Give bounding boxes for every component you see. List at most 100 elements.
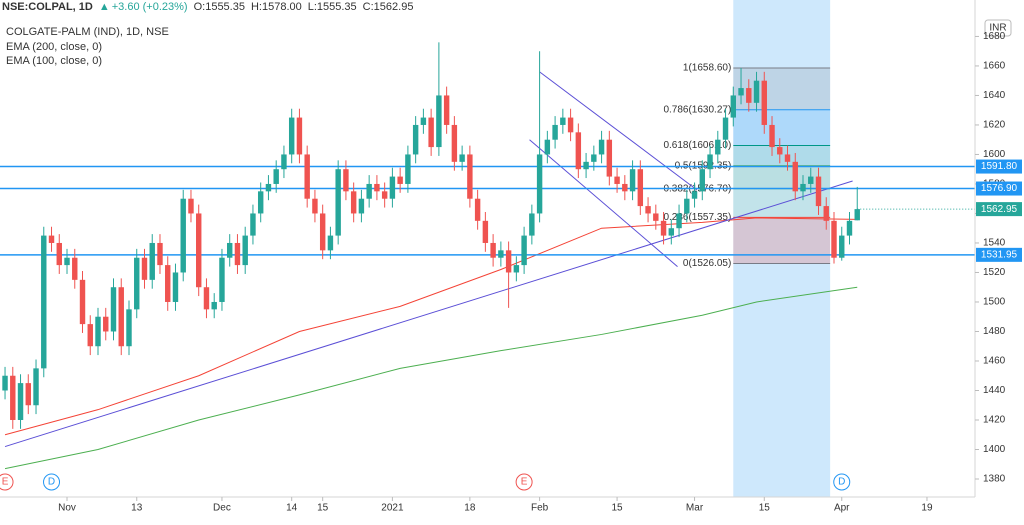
candle-body	[637, 169, 644, 207]
candle-body	[219, 257, 225, 302]
x-tick-label: Feb	[531, 503, 549, 514]
x-tick-label: 13	[131, 503, 143, 514]
candle-body	[808, 176, 814, 184]
candle-body	[226, 242, 233, 258]
candle-body	[598, 139, 605, 155]
candle-body	[707, 154, 713, 170]
candle-body	[412, 124, 419, 155]
x-tick-label: 14	[286, 503, 298, 514]
candle-body	[319, 213, 326, 251]
candle-body	[343, 169, 349, 192]
candle-body	[126, 309, 132, 347]
y-tick-label: 1540	[983, 238, 1006, 249]
candle-body	[157, 242, 163, 266]
event-label: E	[2, 477, 9, 488]
candle-body	[668, 228, 675, 236]
legend-ema200: EMA (200, close, 0)	[6, 41, 102, 53]
candle-body	[513, 265, 520, 273]
candle-body	[792, 161, 798, 192]
candle-body	[288, 117, 295, 155]
candle-body	[482, 220, 489, 243]
candle-body	[606, 139, 613, 177]
symbol: NSE:COLPAL, 1D	[2, 1, 93, 13]
candle-body	[2, 375, 8, 391]
candle-body	[761, 80, 767, 125]
plot-area: 1(1658.60) 0.786(1630.27) 0.618(1606.10) 0.…	[0, 0, 975, 497]
y-tick-label: 1520	[983, 267, 1006, 278]
candle-body	[273, 169, 279, 184]
candle-body	[64, 257, 70, 266]
candle-body	[242, 235, 248, 266]
candle-body	[846, 220, 853, 236]
candle-body	[622, 183, 628, 192]
y-tick-label: 1400	[983, 444, 1006, 455]
candle-body	[110, 287, 117, 332]
candle-body	[614, 176, 620, 184]
candle-body	[815, 176, 822, 207]
candle-body	[389, 176, 396, 199]
candle-body	[629, 169, 636, 192]
candle-body	[769, 124, 775, 148]
candle-body	[196, 213, 202, 288]
fib-band	[733, 217, 831, 264]
price-tag	[976, 159, 1022, 174]
fib-band	[733, 165, 831, 189]
candle-body	[72, 257, 78, 280]
candle-body	[358, 198, 365, 214]
y-tick-label: 1440	[983, 385, 1006, 396]
candle-body	[583, 161, 589, 170]
fib-label: 0.236(1557.35)	[663, 212, 731, 223]
candle-body	[684, 198, 690, 214]
candle-body	[405, 154, 411, 184]
currency-box[interactable]	[984, 19, 1012, 37]
change: +3.60 (+0.23%)	[112, 1, 188, 13]
y-tick-label: 1640	[983, 90, 1006, 101]
candle-body	[397, 176, 403, 184]
candle-body	[730, 95, 736, 118]
candle-body	[103, 316, 109, 332]
candle-body	[536, 154, 543, 214]
candle-body	[141, 257, 148, 280]
x-tick-label: 15	[612, 503, 624, 514]
candle-body	[467, 154, 473, 199]
y-tick-label: 1380	[983, 474, 1006, 485]
candle-body	[265, 183, 272, 192]
trendline	[4, 180, 853, 448]
candle-body	[567, 117, 574, 133]
candle-body	[544, 139, 551, 155]
fib-label: 1(1658.60)	[683, 63, 731, 74]
candle-body	[428, 117, 434, 148]
low: L:1555.35	[308, 1, 357, 13]
candle-body	[79, 279, 86, 325]
price-tag	[976, 202, 1022, 217]
y-tick-label: 1600	[983, 149, 1006, 160]
candle-body	[560, 117, 566, 125]
x-tick-label: 15	[759, 503, 771, 514]
x-tick-label: 19	[921, 503, 933, 514]
candle-body	[87, 324, 93, 347]
candle-body	[443, 95, 450, 125]
event-marker	[515, 473, 533, 491]
price-tag-label: 1576.90	[981, 183, 1018, 194]
currency: INR	[989, 23, 1006, 34]
candle-body	[234, 242, 241, 266]
candle-body	[327, 235, 334, 251]
y-tick-label: 1680	[983, 31, 1006, 42]
candle-body	[188, 198, 194, 214]
candle-body	[281, 154, 287, 170]
price-tag	[976, 181, 1022, 196]
event-marker	[833, 473, 851, 491]
candle-body	[33, 368, 39, 406]
fib-label: 0.618(1606.10)	[663, 140, 731, 151]
candle-body	[118, 287, 124, 347]
trendline	[539, 71, 698, 191]
candle-body	[312, 198, 318, 214]
x-tick-label: 15	[317, 503, 329, 514]
candle-body	[660, 220, 667, 236]
candle-body	[459, 154, 465, 162]
candle-body	[56, 242, 62, 266]
legend-ema100: EMA (100, close, 0)	[6, 55, 102, 67]
candle-body	[777, 147, 783, 155]
